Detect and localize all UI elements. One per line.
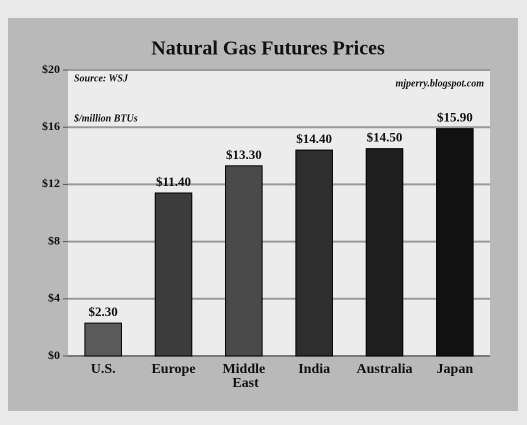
bar bbox=[225, 165, 263, 357]
x-tick-label: U.S. bbox=[91, 362, 116, 377]
bar bbox=[365, 148, 404, 357]
value-label: $11.40 bbox=[156, 174, 191, 189]
site-note: mjperry.blogspot.com bbox=[395, 78, 484, 89]
plot-area bbox=[68, 70, 490, 356]
value-label: $14.40 bbox=[296, 131, 332, 146]
source-note: Source: WSJ bbox=[74, 73, 129, 84]
y-tick-label: $8 bbox=[48, 233, 60, 247]
bar bbox=[154, 192, 193, 357]
unit-note: $/million BTUs bbox=[73, 113, 138, 124]
x-tick-label: Japan bbox=[437, 362, 474, 377]
x-tick-label: India bbox=[298, 362, 330, 377]
bar bbox=[436, 128, 474, 357]
y-tick-label: $12 bbox=[42, 176, 60, 190]
x-tick-label: Middle East bbox=[222, 362, 265, 391]
y-tick-label: $0 bbox=[48, 348, 60, 362]
value-label: $13.30 bbox=[226, 147, 262, 162]
y-tick-label: $16 bbox=[42, 119, 60, 133]
y-tick-label: $4 bbox=[48, 291, 60, 305]
x-tick-label: Europe bbox=[151, 362, 195, 377]
value-label: $15.90 bbox=[437, 110, 473, 125]
y-tick-label: $20 bbox=[42, 62, 60, 76]
bar bbox=[84, 322, 122, 357]
x-tick-label: Australia bbox=[357, 362, 413, 377]
bar bbox=[295, 149, 333, 357]
value-label: $2.30 bbox=[89, 304, 118, 319]
chart-title: Natural Gas Futures Prices bbox=[151, 38, 385, 60]
value-label: $14.50 bbox=[367, 130, 403, 145]
